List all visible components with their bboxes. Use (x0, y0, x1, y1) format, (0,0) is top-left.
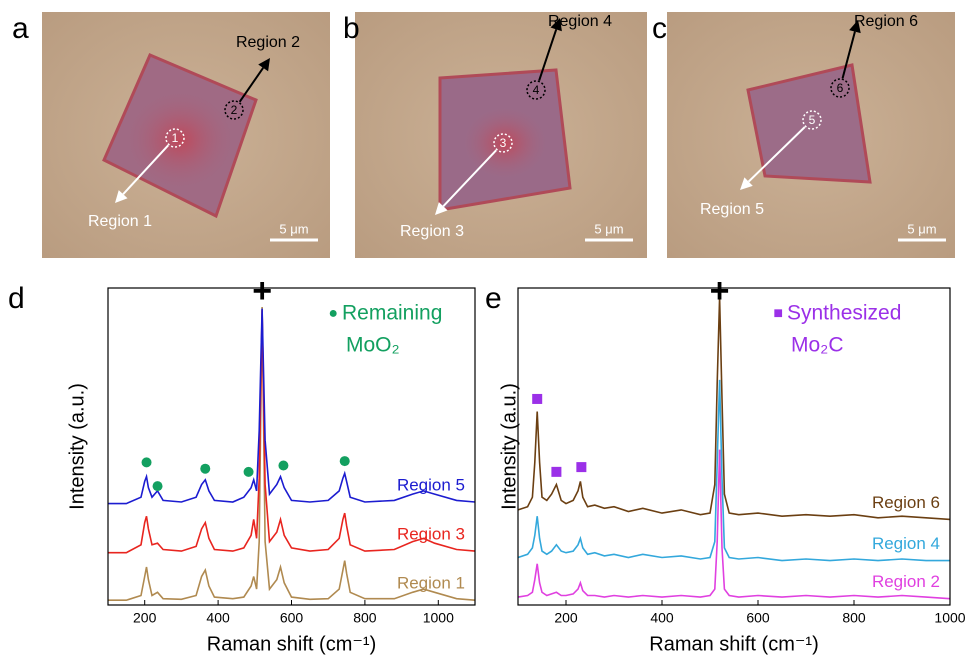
x-tick-label: 800 (842, 610, 866, 626)
flake-core (125, 90, 235, 190)
series-label: Region 1 (397, 574, 465, 593)
series-label: Region 4 (872, 534, 940, 553)
legend-symbol: ● (328, 305, 338, 322)
flake-core (463, 107, 547, 179)
spectrum-line (108, 306, 476, 601)
marker-square (576, 462, 587, 473)
marker-dot (278, 460, 289, 471)
x-axis-label: Raman shift (cm⁻¹) (649, 633, 818, 655)
x-tick-label: 400 (206, 610, 230, 626)
plot-frame (107, 287, 476, 606)
region-number: 5 (809, 113, 816, 127)
spectrum-line (108, 308, 476, 505)
scale-bar-label: 5 μm (907, 221, 936, 236)
marker-dot (243, 466, 254, 477)
x-tick-label: 400 (650, 610, 674, 626)
x-tick-label: 600 (746, 610, 770, 626)
arrow-head (115, 190, 128, 203)
panel-letter: c (652, 12, 667, 45)
x-tick-label: 1000 (423, 610, 454, 626)
arrow-head (550, 18, 562, 32)
region-number: 4 (533, 83, 540, 97)
legend-label: MoO₂ (346, 334, 400, 357)
series-label: Region 2 (872, 572, 940, 591)
panel-letter: b (343, 12, 360, 45)
arrow-head (740, 177, 753, 190)
arrow-head (849, 20, 861, 34)
region-circle (224, 100, 244, 120)
spectrum-line (517, 297, 951, 521)
region-number: 3 (500, 136, 507, 150)
panel-letter: a (12, 12, 29, 45)
marker-dot (152, 481, 163, 492)
arrow-shaft (747, 126, 806, 183)
series-label: Region 3 (397, 525, 465, 544)
region-number: 1 (172, 131, 179, 145)
arrow-head (435, 202, 448, 215)
marker-dot (200, 463, 211, 474)
scale-bar-label: 5 μm (594, 221, 623, 236)
legend-label: Synthesized (787, 302, 901, 325)
x-tick-label: 200 (554, 610, 578, 626)
series-label: Region 6 (872, 493, 940, 512)
region-circle (165, 128, 185, 148)
region-circle (830, 78, 850, 98)
spectrum-line (517, 379, 950, 562)
region-label: Region 1 (88, 213, 152, 230)
region-label: Region 4 (548, 13, 612, 30)
scale-bar-label: 5 μm (279, 221, 308, 236)
y-axis-label: Intensity (a.u.) (66, 383, 88, 510)
marker-square (532, 393, 543, 404)
spectrum-line (517, 449, 951, 600)
arrow-shaft (442, 149, 497, 207)
region-circle (493, 133, 513, 153)
series-label: Region 5 (397, 475, 465, 494)
arrow-shaft (122, 144, 169, 195)
panel-letter: d (8, 282, 25, 315)
region-number: 6 (837, 81, 844, 95)
legend-label: Remaining (342, 302, 442, 325)
arrow-head (258, 58, 270, 72)
region-number: 2 (231, 103, 238, 117)
region-circle (526, 80, 546, 100)
peak-label: + (252, 272, 272, 310)
x-tick-label: 1000 (934, 610, 965, 626)
region-label: Region 3 (400, 223, 464, 240)
y-axis-label: Intensity (a.u.) (498, 383, 520, 510)
x-tick-label: 600 (280, 610, 304, 626)
region-label: Region 2 (236, 34, 300, 51)
arrow-shaft (538, 29, 558, 81)
legend-symbol: ■ (773, 305, 783, 322)
x-tick-label: 800 (353, 610, 377, 626)
plot-frame (517, 287, 951, 606)
region-circle (802, 110, 822, 130)
panel-letter: e (485, 282, 502, 315)
marker-dot (339, 456, 350, 467)
region-label: Region 5 (700, 201, 764, 218)
peak-label: + (710, 272, 730, 310)
arrow-shaft (238, 67, 264, 103)
arrow-shaft (841, 31, 856, 79)
x-tick-label: 200 (133, 610, 157, 626)
legend-label: Mo₂C (791, 334, 844, 357)
marker-dot (141, 457, 152, 468)
region-label: Region 6 (854, 13, 918, 30)
spectrum-line (108, 310, 476, 554)
x-axis-label: Raman shift (cm⁻¹) (207, 633, 376, 655)
marker-square (551, 466, 562, 477)
